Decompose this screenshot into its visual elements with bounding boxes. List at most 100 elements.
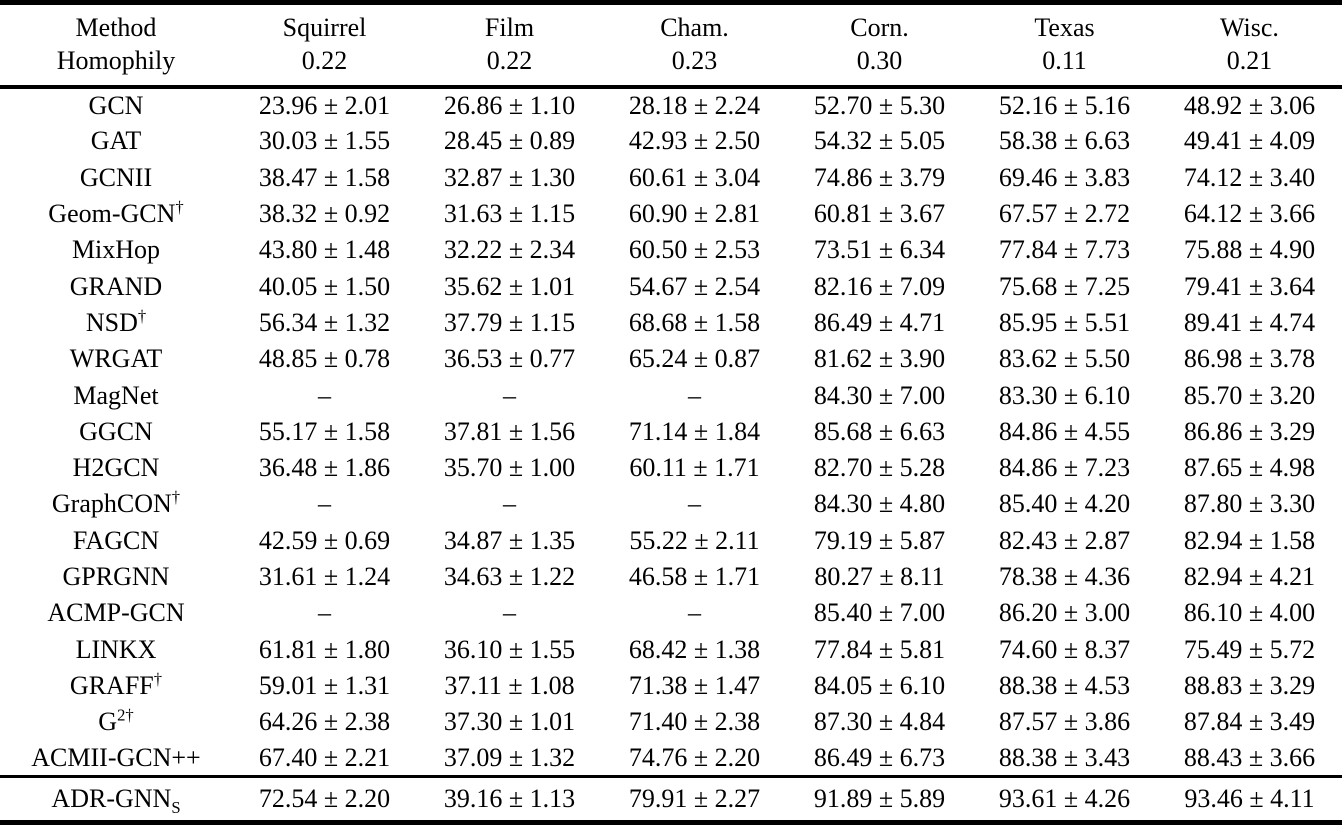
value-cell: 83.62 ± 5.50 (998, 344, 1131, 374)
method-cell: G2† (0, 704, 232, 740)
value-cell: – (318, 598, 331, 628)
method-cell: LINKX (0, 631, 232, 667)
table-row: GRAND 40.05 ± 1.50 35.62 ± 1.01 54.67 ± … (0, 268, 1342, 304)
value-cell: 86.20 ± 3.00 (998, 598, 1131, 628)
method-name: LINKX (75, 634, 157, 664)
value-cell: – (503, 380, 516, 410)
table-row: G2† 64.26 ± 2.38 37.30 ± 1.01 71.40 ± 2.… (0, 704, 1342, 740)
value-cell: 84.86 ± 4.55 (998, 416, 1131, 446)
table-row: LINKX 61.81 ± 1.80 36.10 ± 1.55 68.42 ± … (0, 631, 1342, 667)
value-cell: 82.43 ± 2.87 (998, 525, 1131, 555)
dataset-homophily: 0.11 (1042, 46, 1087, 75)
value-cell: 58.38 ± 6.63 (998, 126, 1131, 156)
method-name: GGCN (79, 416, 153, 446)
value-cell: 75.49 ± 5.72 (1183, 634, 1316, 664)
value-cell: 49.41 ± 4.09 (1183, 126, 1316, 156)
value-cell: 36.48 ± 1.86 (258, 453, 391, 483)
value-cell: 37.09 ± 1.32 (443, 742, 576, 772)
value-cell: 86.10 ± 4.00 (1183, 598, 1316, 628)
footer-section: ADR-GNNS 72.54 ± 2.20 39.16 ± 1.13 79.91… (0, 776, 1342, 823)
method-name: MixHop (71, 235, 161, 265)
value-cell: 26.86 ± 1.10 (443, 91, 576, 121)
value-cell: 32.87 ± 1.30 (443, 162, 576, 192)
value-cell: 38.32 ± 0.92 (258, 199, 391, 229)
value-cell: 86.86 ± 3.29 (1183, 416, 1316, 446)
value-cell: 88.83 ± 3.29 (1183, 670, 1316, 700)
value-cell: 38.47 ± 1.58 (258, 162, 391, 192)
method-cell: ADR-GNNS (0, 777, 232, 823)
table-header: Method Homophily Squirrel 0.22 Film 0.22… (0, 2, 1342, 88)
value-cell: – (503, 598, 516, 628)
method-cell: ACMP-GCN (0, 595, 232, 631)
value-cell: 40.05 ± 1.50 (258, 271, 391, 301)
method-cell: MagNet (0, 377, 232, 413)
value-cell: 73.51 ± 6.34 (813, 235, 946, 265)
value-cell: 54.67 ± 2.54 (628, 271, 761, 301)
value-cell: 82.70 ± 5.28 (813, 453, 946, 483)
value-cell: 74.76 ± 2.20 (628, 742, 761, 772)
method-cell: Geom-GCN† (0, 196, 232, 232)
value-cell: 34.87 ± 1.35 (443, 525, 576, 555)
method-name: ADR-GNN (51, 784, 172, 814)
value-cell: 71.38 ± 1.47 (628, 670, 761, 700)
method-cell: GPRGNN (0, 559, 232, 595)
value-cell: – (688, 598, 701, 628)
header-method-cell: Method Homophily (0, 3, 232, 88)
table-row: MixHop 43.80 ± 1.48 32.22 ± 2.34 60.50 ±… (0, 232, 1342, 268)
header-col-texas: Texas 0.11 (972, 3, 1157, 88)
value-cell: 61.81 ± 1.80 (258, 634, 391, 664)
table-row: GraphCON† – – – 84.30 ± 4.80 85.40 ± 4.2… (0, 486, 1342, 522)
value-cell: 82.94 ± 4.21 (1183, 562, 1316, 591)
dataset-homophily: 0.22 (301, 46, 348, 75)
value-cell: 85.95 ± 5.51 (998, 307, 1131, 337)
table-row: NSD† 56.34 ± 1.32 37.79 ± 1.15 68.68 ± 1… (0, 305, 1342, 341)
header-method-label: Method (75, 13, 157, 42)
value-cell: 67.40 ± 2.21 (258, 742, 391, 772)
dataset-name: Squirrel (282, 13, 367, 42)
value-cell: 65.24 ± 0.87 (628, 344, 761, 374)
dataset-name: Texas (1034, 13, 1095, 42)
value-cell: 82.16 ± 7.09 (813, 271, 946, 301)
value-cell: 77.84 ± 7.73 (998, 235, 1131, 265)
value-cell: 85.40 ± 7.00 (813, 598, 946, 628)
value-cell: 55.17 ± 1.58 (258, 416, 391, 446)
table-row: GCN 23.96 ± 2.01 26.86 ± 1.10 28.18 ± 2.… (0, 87, 1342, 123)
value-cell: 52.70 ± 5.30 (813, 91, 946, 121)
method-cell: GRAND (0, 268, 232, 304)
value-cell: 85.68 ± 6.63 (813, 416, 946, 446)
method-superscript: † (153, 669, 163, 689)
method-name: H2GCN (72, 453, 160, 483)
value-cell: 82.94 ± 1.58 (1183, 525, 1316, 555)
dataset-name: Cham. (660, 13, 729, 42)
value-cell: 93.46 ± 4.11 (1184, 784, 1315, 814)
header-col-chameleon: Cham. 0.23 (602, 3, 787, 88)
value-cell: – (688, 380, 701, 410)
table-row: ACMP-GCN – – – 85.40 ± 7.00 86.20 ± 3.00… (0, 595, 1342, 631)
value-cell: 59.01 ± 1.31 (258, 670, 391, 700)
method-cell: ACMII-GCN++ (0, 740, 232, 776)
value-cell: 37.79 ± 1.15 (443, 307, 576, 337)
value-cell: 31.63 ± 1.15 (443, 199, 576, 229)
header-col-wisconsin: Wisc. 0.21 (1157, 3, 1342, 88)
value-cell: 78.38 ± 4.36 (998, 562, 1131, 591)
table-body: GCN 23.96 ± 2.01 26.86 ± 1.10 28.18 ± 2.… (0, 87, 1342, 777)
value-cell: 71.14 ± 1.84 (628, 416, 761, 446)
header-col-film: Film 0.22 (417, 3, 602, 88)
dataset-homophily: 0.22 (486, 46, 533, 75)
value-cell: 87.84 ± 3.49 (1183, 707, 1316, 737)
table-row: GPRGNN 31.61 ± 1.24 34.63 ± 1.22 46.58 ±… (0, 559, 1342, 595)
method-name: NSD (85, 307, 138, 337)
table-row: H2GCN 36.48 ± 1.86 35.70 ± 1.00 60.11 ± … (0, 450, 1342, 486)
method-cell: MixHop (0, 232, 232, 268)
value-cell: 79.91 ± 2.27 (628, 784, 761, 814)
dataset-homophily: 0.30 (856, 46, 903, 75)
table-row: GAT 30.03 ± 1.55 28.45 ± 0.89 42.93 ± 2.… (0, 123, 1342, 159)
method-name: GRAFF (69, 670, 154, 700)
value-cell: 54.32 ± 5.05 (813, 126, 946, 156)
method-cell: GGCN (0, 414, 232, 450)
value-cell: 60.90 ± 2.81 (628, 199, 761, 229)
value-cell: 67.57 ± 2.72 (998, 199, 1131, 229)
value-cell: 23.96 ± 2.01 (258, 91, 391, 121)
value-cell: 32.22 ± 2.34 (443, 235, 576, 265)
